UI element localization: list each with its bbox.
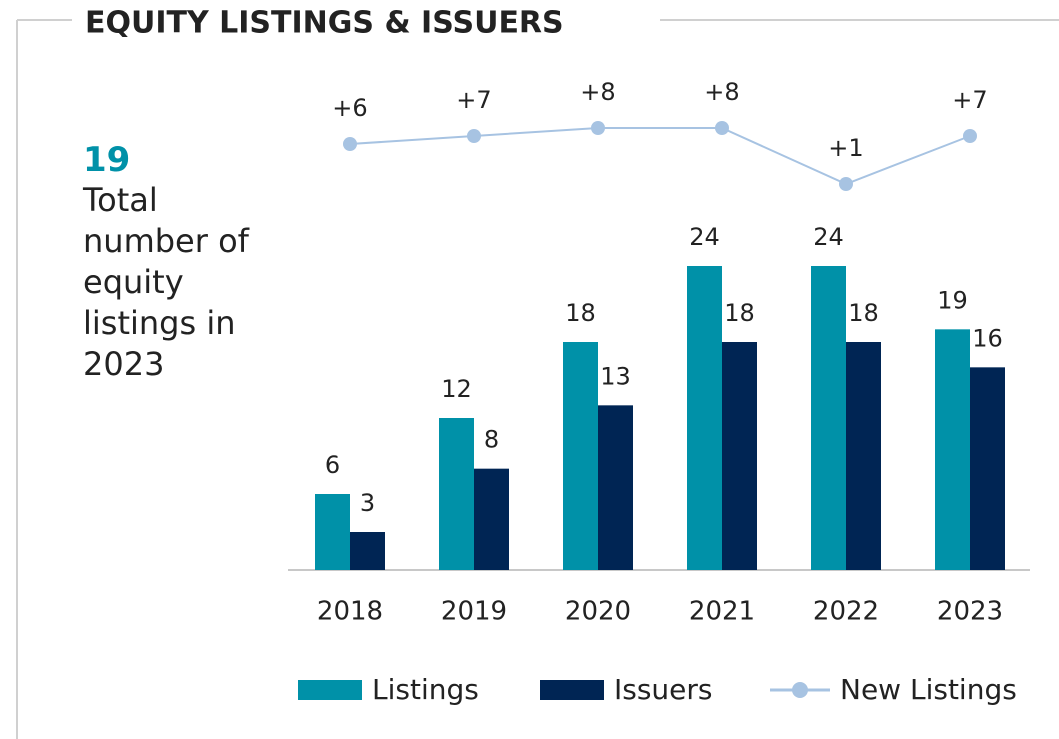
callout-text: Total number of equity listings in 2023 [83, 181, 249, 383]
x-tick-label: 2022 [813, 597, 879, 627]
line-point [343, 137, 357, 151]
value-label: 8 [484, 426, 499, 454]
bar [846, 342, 881, 570]
value-label: 19 [937, 286, 968, 314]
x-tick-label: 2019 [441, 597, 507, 627]
value-label: 3 [360, 489, 375, 517]
callout-value: 19 [83, 140, 131, 180]
value-label: 13 [600, 362, 631, 390]
value-label: 16 [972, 324, 1003, 352]
legend-swatch [540, 680, 604, 700]
legend-swatch [298, 680, 362, 700]
x-tick-label: 2018 [317, 597, 383, 627]
callout: 19 Total number of equity listings in 20… [83, 140, 258, 385]
bar [350, 532, 385, 570]
legend-label: Listings [372, 673, 479, 706]
value-label: +8 [704, 78, 739, 106]
x-tick-label: 2021 [689, 597, 755, 627]
legend-swatch [792, 682, 808, 698]
line-point [591, 121, 605, 135]
value-label: 18 [724, 299, 755, 327]
line-point [963, 129, 977, 143]
x-tick-label: 2023 [937, 597, 1003, 627]
x-tick-label: 2020 [565, 597, 631, 627]
value-label: 24 [813, 223, 844, 251]
chart-title: EQUITY LISTINGS & ISSUERS [85, 6, 564, 41]
bar [687, 266, 722, 570]
bar [474, 468, 509, 570]
value-label: +7 [456, 86, 491, 114]
bar [722, 342, 757, 570]
value-label: 12 [441, 375, 472, 403]
value-label: +6 [332, 94, 367, 122]
line-point [467, 129, 481, 143]
value-label: 18 [848, 299, 879, 327]
value-label: +1 [828, 134, 863, 162]
legend-label: New Listings [840, 673, 1017, 706]
value-label: +8 [580, 78, 615, 106]
bar [315, 494, 350, 570]
line-point [839, 177, 853, 191]
bar [811, 266, 846, 570]
bar [563, 342, 598, 570]
bar [935, 329, 970, 570]
bar [970, 367, 1005, 570]
bar [439, 418, 474, 570]
value-label: 18 [565, 299, 596, 327]
value-label: 24 [689, 223, 720, 251]
line-point [715, 121, 729, 135]
value-label: +7 [952, 86, 987, 114]
bar [598, 405, 633, 570]
value-label: 6 [325, 451, 340, 479]
legend-label: Issuers [614, 673, 713, 706]
line [349, 127, 971, 186]
